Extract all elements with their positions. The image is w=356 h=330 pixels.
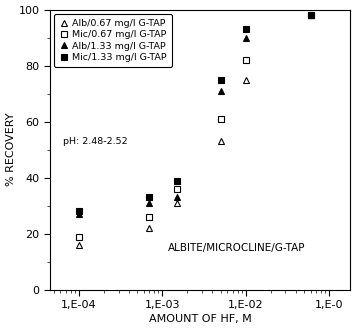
Legend: Alb/0.67 mg/l G-TAP, Mic/0.67 mg/l G-TAP, Alb/1.33 mg/l G-TAP, Mic/1.33 mg/l G-T: Alb/0.67 mg/l G-TAP, Mic/0.67 mg/l G-TAP… (54, 14, 172, 67)
Mic/0.67 mg/l G-TAP (218, 117, 222, 121)
Text: ALBITE/MICROCLINE/G-TAP: ALBITE/MICROCLINE/G-TAP (167, 243, 305, 253)
Mic/0.67 mg/l G-TAP (309, 13, 313, 17)
Alb/1.33 mg/l G-TAP (218, 89, 222, 93)
Alb/0.67 mg/l G-TAP (309, 13, 313, 17)
Alb/1.33 mg/l G-TAP (77, 212, 81, 216)
Line: Mic/0.67 mg/l G-TAP: Mic/0.67 mg/l G-TAP (75, 12, 314, 240)
Alb/0.67 mg/l G-TAP (147, 226, 151, 230)
Alb/0.67 mg/l G-TAP (244, 78, 248, 82)
Line: Alb/1.33 mg/l G-TAP: Alb/1.33 mg/l G-TAP (75, 12, 314, 218)
Mic/1.33 mg/l G-TAP (175, 179, 179, 182)
Mic/0.67 mg/l G-TAP (147, 215, 151, 219)
Alb/0.67 mg/l G-TAP (175, 201, 179, 205)
Mic/1.33 mg/l G-TAP (77, 210, 81, 214)
Y-axis label: % RECOVERY: % RECOVERY (6, 113, 16, 186)
Alb/1.33 mg/l G-TAP (309, 13, 313, 17)
Line: Mic/1.33 mg/l G-TAP: Mic/1.33 mg/l G-TAP (75, 12, 314, 215)
Mic/1.33 mg/l G-TAP (309, 13, 313, 17)
Alb/1.33 mg/l G-TAP (244, 36, 248, 40)
Alb/1.33 mg/l G-TAP (147, 201, 151, 205)
Alb/0.67 mg/l G-TAP (77, 243, 81, 247)
Mic/0.67 mg/l G-TAP (175, 187, 179, 191)
Alb/0.67 mg/l G-TAP (218, 139, 222, 143)
X-axis label: AMOUNT OF HF, M: AMOUNT OF HF, M (149, 314, 251, 324)
Text: pH: 2.48-2.52: pH: 2.48-2.52 (63, 137, 128, 146)
Mic/1.33 mg/l G-TAP (218, 78, 222, 82)
Mic/1.33 mg/l G-TAP (244, 27, 248, 31)
Mic/0.67 mg/l G-TAP (244, 58, 248, 62)
Mic/1.33 mg/l G-TAP (147, 195, 151, 199)
Line: Alb/0.67 mg/l G-TAP: Alb/0.67 mg/l G-TAP (75, 12, 314, 248)
Mic/0.67 mg/l G-TAP (77, 235, 81, 239)
Alb/1.33 mg/l G-TAP (175, 195, 179, 199)
